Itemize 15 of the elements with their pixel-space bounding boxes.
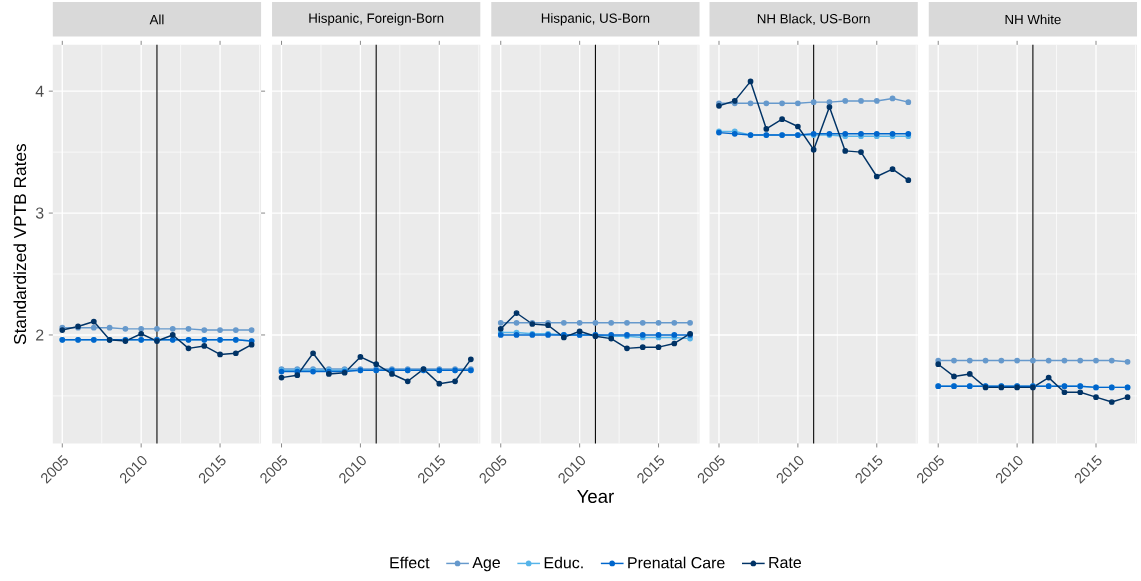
chart-title: NH Black, US-Born [757,13,870,26]
y-tick-label: 4 [35,85,44,97]
legend-label: Educ. [544,556,583,569]
x-axis-title: Year [577,490,614,504]
legend-title: Effect [390,556,430,569]
chart-title: NH White [1005,14,1061,25]
y-axis-title: Standardized VPTB Rates [13,144,27,345]
y-tick-label: 3 [35,207,44,219]
chart-title: All [149,14,164,25]
legend-label: Age [472,556,500,572]
legend-label: Prenatal Care [628,556,725,569]
y-tick-label: 2 [36,329,44,341]
chart-title: Hispanic, US-Born [541,13,650,26]
chart-title: Hispanic, Foreign-Born [309,13,444,26]
legend-label: Rate [769,556,802,569]
